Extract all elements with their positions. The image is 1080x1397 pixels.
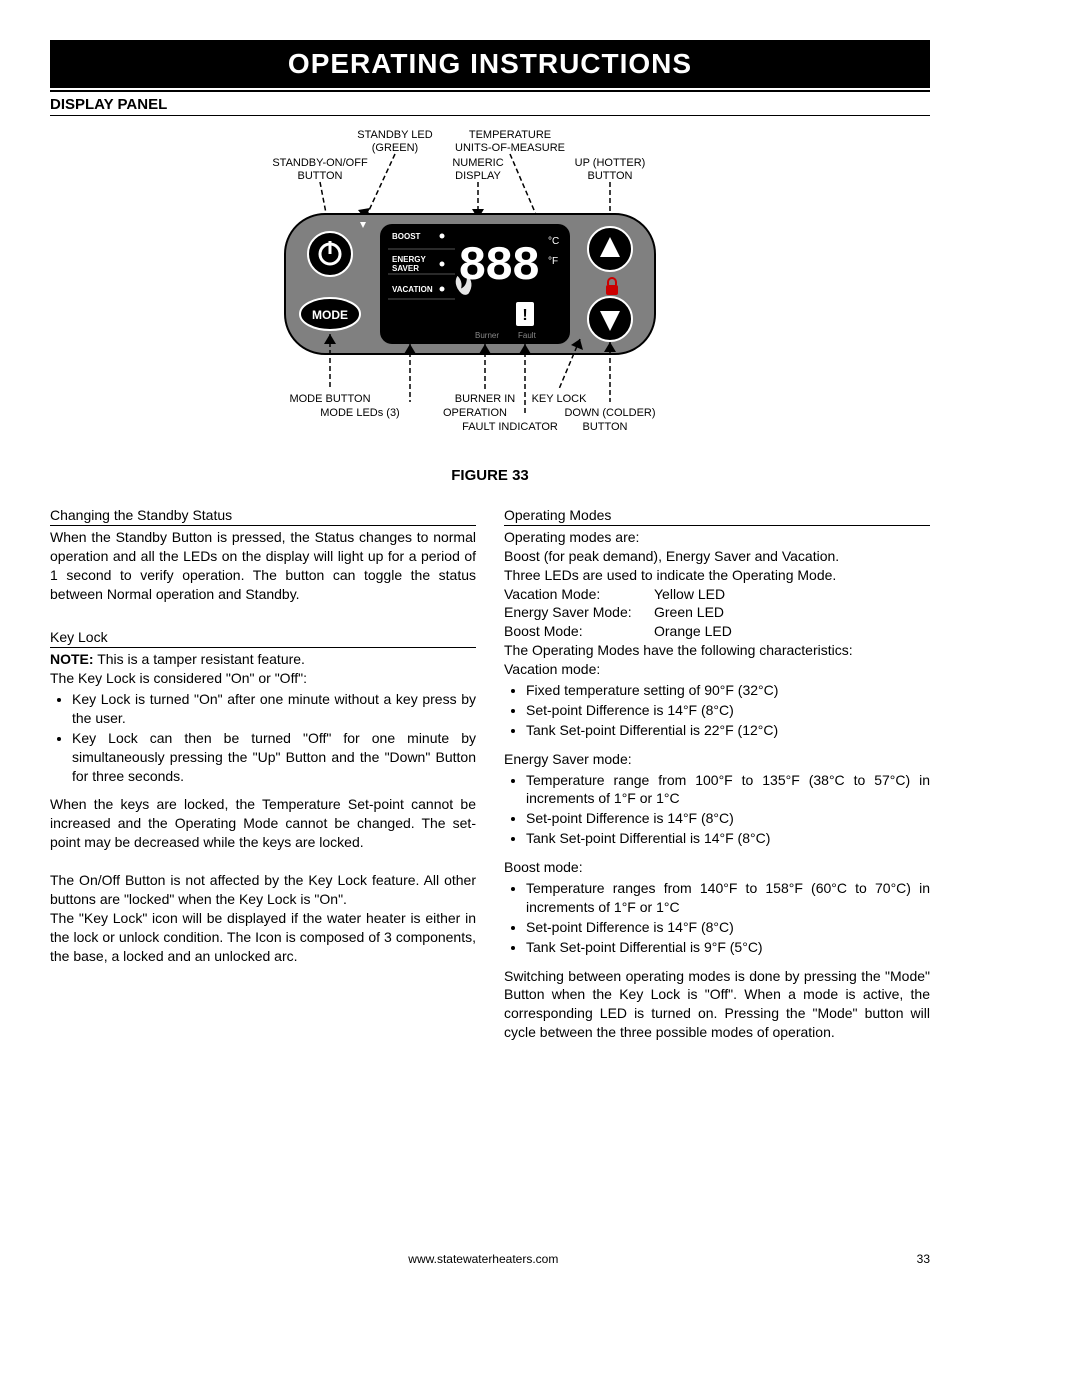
svg-text:MODE LEDs (3): MODE LEDs (3): [320, 407, 399, 419]
para: Operating modes are:: [504, 528, 930, 547]
page-title: OPERATING INSTRUCTIONS: [50, 40, 930, 88]
svg-text:Fault: Fault: [518, 331, 537, 340]
svg-text:DOWN (COLDER): DOWN (COLDER): [564, 407, 655, 419]
mode-row: Energy Saver Mode:Green LED: [504, 603, 930, 622]
para: NOTE: This is a tamper resistant feature…: [50, 650, 476, 669]
list-item: Set-point Difference is 14°F (8°C): [526, 809, 930, 828]
para: The Key Lock is considered "On" or "Off"…: [50, 669, 476, 688]
list-item: Fixed temperature setting of 90°F (32°C): [526, 681, 930, 700]
list-item: Tank Set-point Differential is 14°F (8°C…: [526, 829, 930, 848]
para: Vacation mode:: [504, 660, 930, 679]
para: Boost mode:: [504, 858, 930, 877]
vac-list: Fixed temperature setting of 90°F (32°C)…: [504, 681, 930, 740]
list-item: Tank Set-point Differential is 22°F (12°…: [526, 721, 930, 740]
figure: STANDBY LED (GREEN) TEMPERATURE UNITS-OF…: [50, 124, 930, 457]
subhead-keylock: Key Lock: [50, 628, 476, 648]
keylock-list: Key Lock is turned "On" after one minute…: [50, 690, 476, 785]
subhead-standby: Changing the Standby Status: [50, 506, 476, 526]
svg-text:BURNER IN: BURNER IN: [455, 393, 516, 405]
bm-list: Temperature ranges from 140°F to 158°F (…: [504, 879, 930, 957]
svg-text:MODE: MODE: [312, 308, 348, 322]
svg-text:UNITS-OF-MEASURE: UNITS-OF-MEASURE: [455, 142, 565, 154]
section-heading: DISPLAY PANEL: [50, 96, 930, 116]
svg-text:UP (HOTTER): UP (HOTTER): [575, 157, 646, 169]
svg-text:OPERATION: OPERATION: [443, 407, 507, 419]
list-item: Tank Set-point Differential is 9°F (5°C): [526, 938, 930, 957]
right-column: Operating Modes Operating modes are: Boo…: [504, 500, 930, 1042]
para: Three LEDs are used to indicate the Oper…: [504, 566, 930, 585]
svg-text:(GREEN): (GREEN): [372, 142, 418, 154]
svg-text:BOOST: BOOST: [392, 232, 421, 241]
svg-text:SAVER: SAVER: [392, 264, 419, 273]
svg-text:TEMPERATURE: TEMPERATURE: [469, 129, 551, 141]
svg-text:STANDBY-ON/OFF: STANDBY-ON/OFF: [272, 157, 368, 169]
svg-text:BUTTON: BUTTON: [587, 170, 632, 182]
figure-caption: FIGURE 33: [50, 467, 930, 484]
subhead-modes: Operating Modes: [504, 506, 930, 526]
list-item: Temperature ranges from 140°F to 158°F (…: [526, 879, 930, 917]
left-column: Changing the Standby Status When the Sta…: [50, 500, 476, 1042]
footer-url: www.statewaterheaters.com: [50, 1252, 917, 1266]
para: The Operating Modes have the following c…: [504, 641, 930, 660]
para: The "Key Lock" icon will be displayed if…: [50, 909, 476, 966]
svg-text:ENERGY: ENERGY: [392, 255, 426, 264]
svg-text:BUTTON: BUTTON: [582, 421, 627, 433]
footer: www.statewaterheaters.com 33: [50, 1252, 930, 1266]
page-number: 33: [917, 1252, 930, 1266]
svg-text:VACATION: VACATION: [392, 285, 433, 294]
svg-text:STANDBY LED: STANDBY LED: [357, 129, 432, 141]
rule: [50, 90, 930, 92]
svg-text:°C: °C: [548, 236, 559, 247]
mode-row: Boost Mode:Orange LED: [504, 622, 930, 641]
svg-text:BUTTON: BUTTON: [297, 170, 342, 182]
list-item: Key Lock can then be turned "Off" for on…: [72, 729, 476, 786]
display-panel-diagram: STANDBY LED (GREEN) TEMPERATURE UNITS-OF…: [210, 124, 770, 454]
svg-text:MODE BUTTON: MODE BUTTON: [289, 393, 370, 405]
para: Switching between operating modes is don…: [504, 967, 930, 1043]
list-item: Set-point Difference is 14°F (8°C): [526, 918, 930, 937]
list-item: Temperature range from 100°F to 135°F (3…: [526, 771, 930, 809]
list-item: Set-point Difference is 14°F (8°C): [526, 701, 930, 720]
es-list: Temperature range from 100°F to 135°F (3…: [504, 771, 930, 849]
para: Boost (for peak demand), Energy Saver an…: [504, 547, 930, 566]
svg-text:FAULT INDICATOR: FAULT INDICATOR: [462, 421, 558, 433]
svg-text:Burner: Burner: [475, 331, 499, 340]
svg-text:KEY LOCK: KEY LOCK: [532, 393, 587, 405]
svg-text:!: !: [522, 307, 527, 324]
para: Energy Saver mode:: [504, 750, 930, 769]
para: When the Standby Button is pressed, the …: [50, 528, 476, 604]
svg-text:DISPLAY: DISPLAY: [455, 170, 501, 182]
mode-row: Vacation Mode:Yellow LED: [504, 585, 930, 604]
para: The On/Off Button is not affected by the…: [50, 871, 476, 909]
para: When the keys are locked, the Temperatur…: [50, 795, 476, 852]
list-item: Key Lock is turned "On" after one minute…: [72, 690, 476, 728]
svg-text:NUMERIC: NUMERIC: [452, 157, 503, 169]
svg-text:°F: °F: [548, 256, 558, 267]
